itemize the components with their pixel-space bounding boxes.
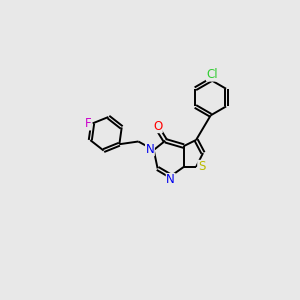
Text: Cl: Cl <box>206 68 218 81</box>
Text: N: N <box>146 143 154 156</box>
Text: O: O <box>153 120 162 133</box>
Text: N: N <box>166 173 175 187</box>
Text: F: F <box>85 117 92 130</box>
Text: S: S <box>198 160 205 173</box>
